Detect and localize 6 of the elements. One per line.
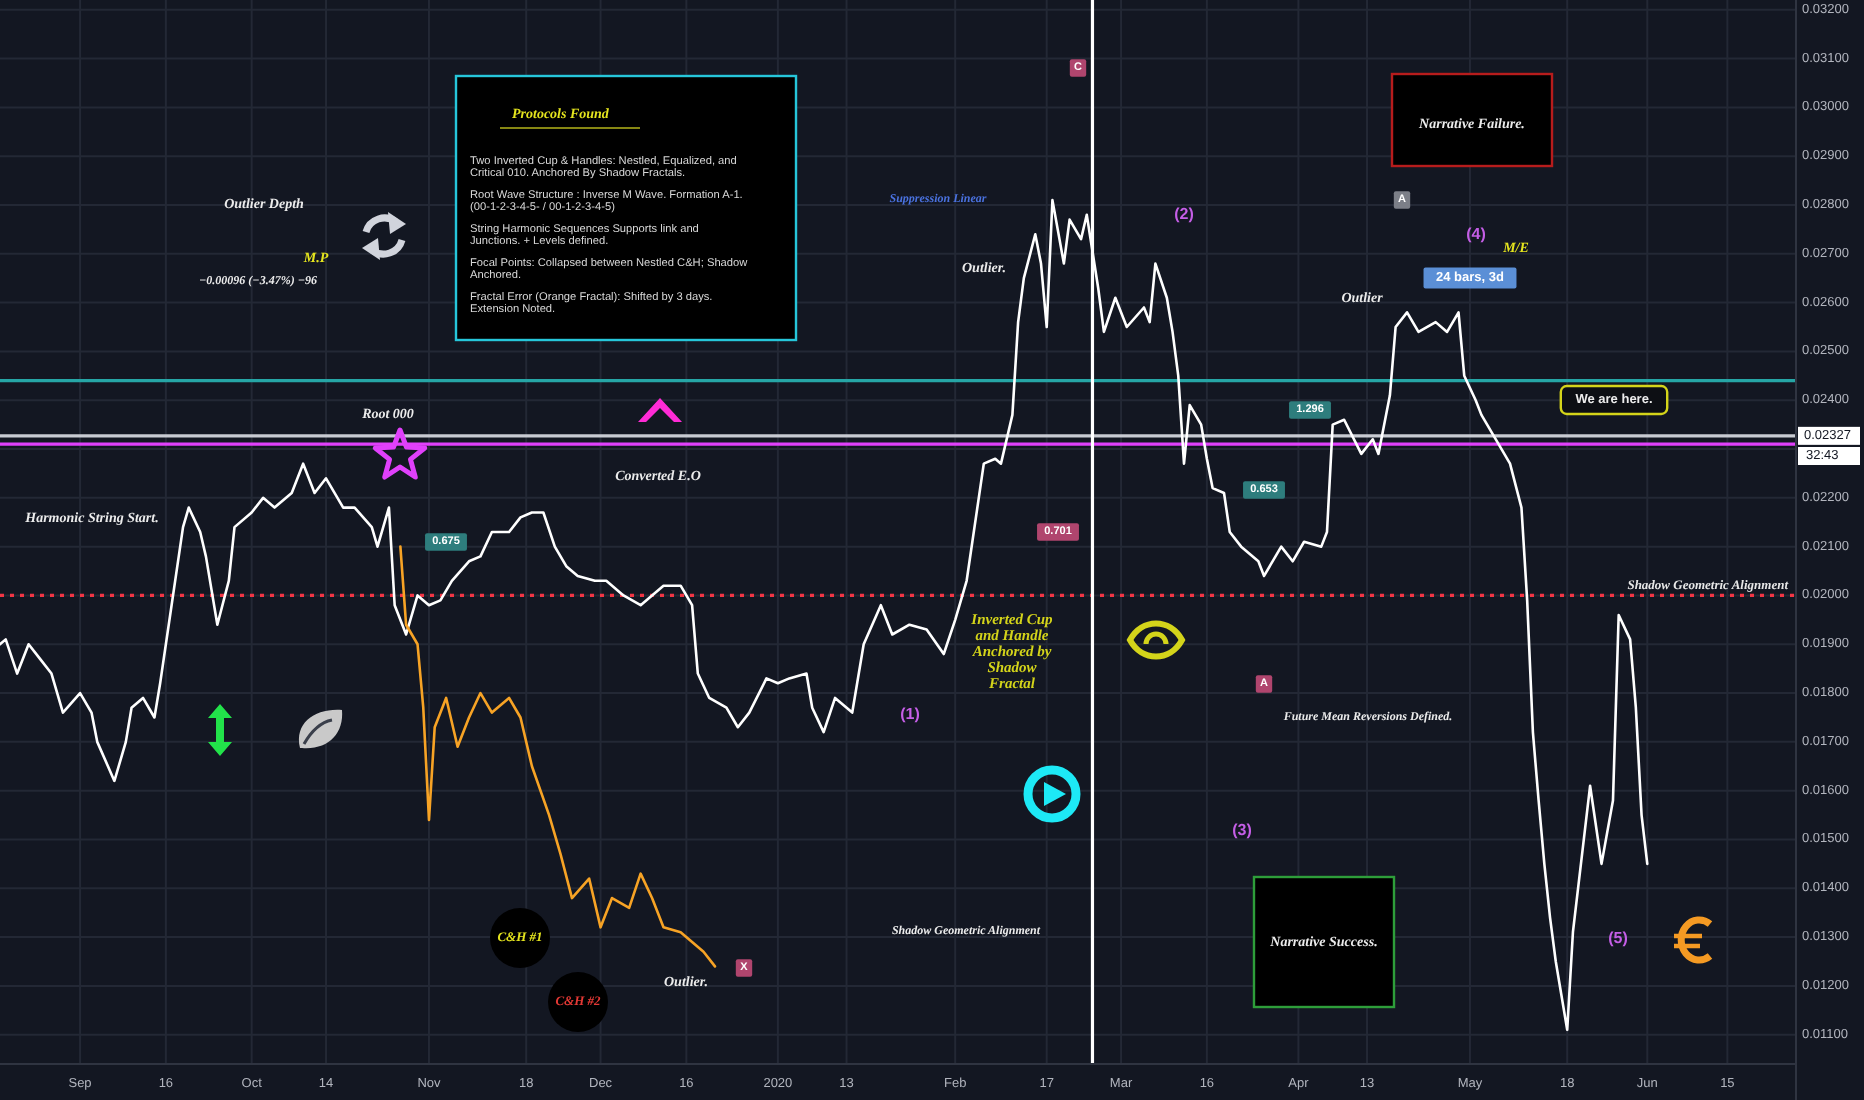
line-series [399, 545, 717, 968]
annotation: (3) [1232, 821, 1253, 839]
annotation: (2) [1174, 205, 1195, 223]
annotation: (1) [900, 705, 921, 723]
annotation: (4) [1466, 225, 1487, 243]
annotation: (5) [1608, 929, 1629, 947]
